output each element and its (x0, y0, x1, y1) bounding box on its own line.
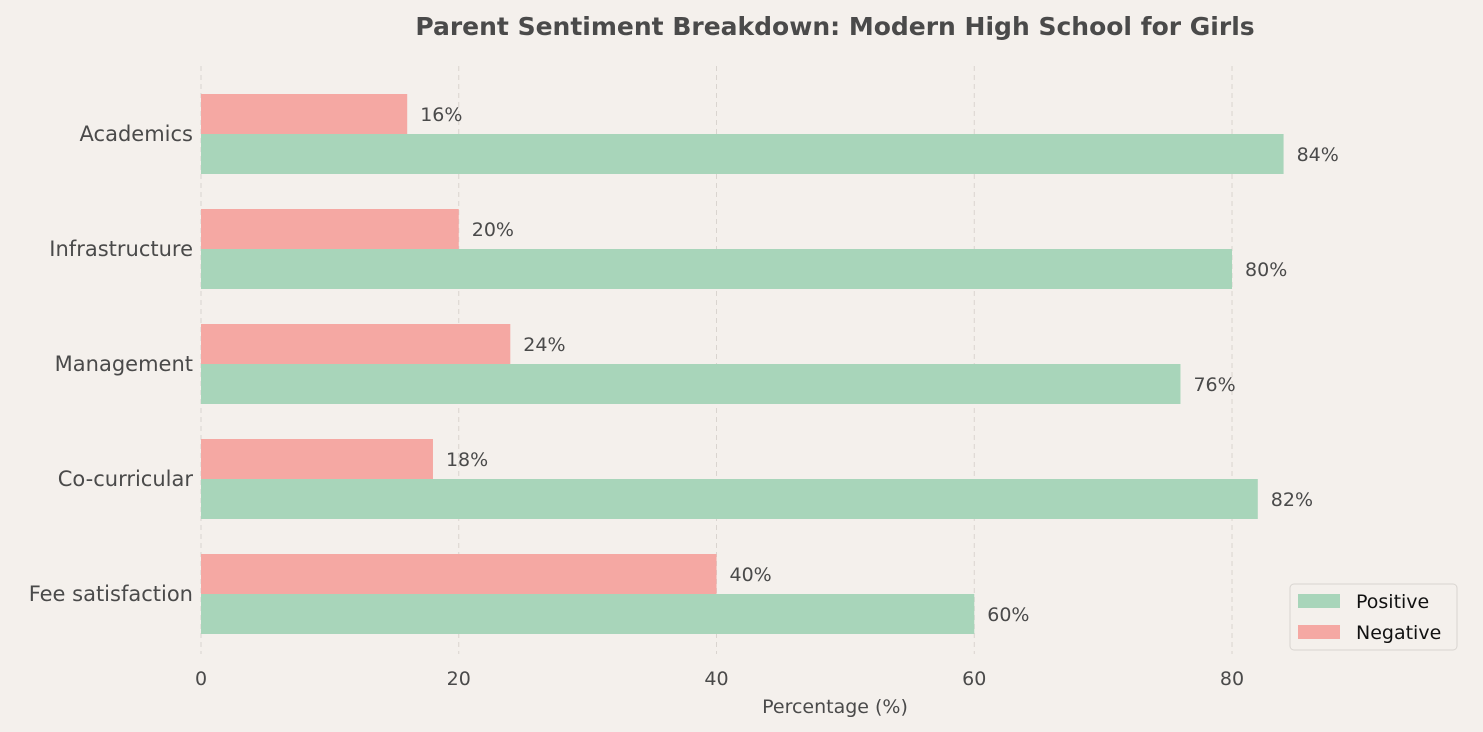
data-label-negative: 20% (472, 219, 514, 241)
chart-title: Parent Sentiment Breakdown: Modern High … (415, 12, 1254, 41)
bar-negative (201, 324, 511, 364)
data-label-positive: 76% (1193, 374, 1235, 396)
bar-positive (201, 134, 1284, 174)
legend-label-negative: Negative (1356, 622, 1441, 644)
legend-swatch-negative (1298, 625, 1340, 639)
category-labels: Academics Infrastructure Management Co-curr… (29, 122, 194, 606)
x-tick-label: 60 (962, 668, 986, 690)
bar-positive (201, 479, 1258, 519)
x-tick-label: 80 (1220, 668, 1244, 690)
data-label-negative: 40% (730, 564, 772, 586)
x-tick-label: 0 (195, 668, 207, 690)
data-label-negative: 18% (446, 449, 488, 471)
x-axis-label: Percentage (%) (762, 696, 908, 718)
bar-positive (201, 364, 1181, 404)
legend-label-positive: Positive (1356, 591, 1429, 613)
category-label: Infrastructure (49, 237, 193, 261)
bar-negative (201, 554, 717, 594)
legend-swatch-positive (1298, 594, 1340, 608)
category-label: Fee satisfaction (29, 582, 193, 606)
data-label-positive: 60% (987, 604, 1029, 626)
data-label-positive: 82% (1271, 489, 1313, 511)
legend[interactable]: Positive Negative (1289, 583, 1458, 651)
category-label: Academics (80, 122, 193, 146)
data-label-positive: 80% (1245, 259, 1287, 281)
bar-negative (201, 94, 408, 134)
bars (201, 94, 1284, 634)
bar-negative (201, 209, 459, 249)
x-tick-label: 40 (704, 668, 728, 690)
category-label: Co-curricular (58, 467, 194, 491)
data-label-positive: 84% (1297, 144, 1339, 166)
category-label: Management (55, 352, 193, 376)
data-labels: 16% 84% 20% 80% 24% 76% 18% 82% 40% 60% (420, 104, 1339, 626)
bar-negative (201, 439, 433, 479)
x-tick-labels: 0 20 40 60 80 (195, 668, 1244, 690)
x-tick-label: 20 (447, 668, 471, 690)
bar-positive (201, 594, 975, 634)
bar-positive (201, 249, 1233, 289)
data-label-negative: 16% (420, 104, 462, 126)
data-label-negative: 24% (523, 334, 565, 356)
